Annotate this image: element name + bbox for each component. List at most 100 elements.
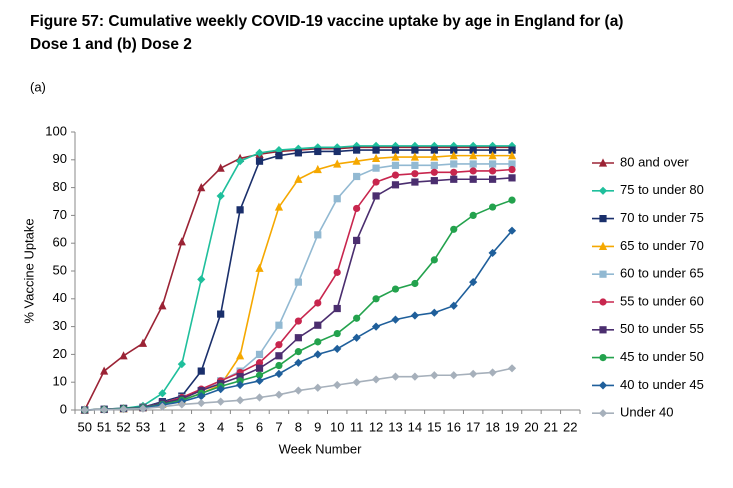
marker [488, 141, 497, 150]
x-tick-label: 53 [136, 419, 150, 434]
y-tick-label: 20 [53, 346, 67, 361]
marker [507, 364, 517, 373]
x-tick-label: 1 [159, 419, 166, 434]
x-tick-label: 14 [408, 419, 422, 434]
marker [313, 350, 322, 359]
legend-label: 55 to under 60 [620, 293, 704, 308]
marker [430, 152, 439, 161]
series-line [84, 168, 513, 411]
x-tick-label: 18 [485, 419, 499, 434]
marker [488, 167, 497, 175]
marker [197, 275, 206, 284]
y-axis-label: % Vaccine Uptake [21, 218, 36, 323]
marker [294, 149, 302, 157]
marker [410, 372, 420, 381]
marker [391, 285, 400, 293]
x-tick-label: 20 [524, 419, 538, 434]
legend-label: 65 to under 70 [620, 238, 704, 253]
marker [488, 248, 497, 258]
marker [450, 160, 458, 168]
y-tick-label: 80 [53, 179, 67, 194]
marker [507, 151, 517, 160]
marker [255, 157, 264, 165]
marker [333, 329, 341, 338]
y-tick-label: 10 [53, 374, 67, 389]
marker [372, 178, 380, 186]
x-tick-label: 10 [330, 419, 344, 434]
marker [391, 171, 400, 179]
marker [255, 376, 264, 385]
marker [469, 211, 477, 219]
x-tick-label: 13 [388, 419, 402, 434]
x-tick-label: 7 [275, 419, 282, 434]
x-tick-label: 12 [369, 419, 383, 434]
y-tick-label: 50 [53, 262, 67, 277]
legend-label: Under 40 [620, 405, 673, 420]
marker [255, 263, 264, 272]
marker [314, 299, 322, 307]
marker [313, 383, 322, 392]
marker [274, 369, 284, 378]
marker [80, 405, 89, 415]
marker [598, 158, 608, 167]
marker [197, 392, 206, 401]
marker [353, 146, 361, 154]
marker [275, 321, 283, 329]
marker [216, 397, 225, 406]
marker [333, 195, 341, 203]
marker [430, 308, 439, 317]
x-tick-label: 8 [295, 419, 302, 434]
marker [274, 390, 284, 399]
marker [333, 380, 342, 390]
x-tick-label: 17 [466, 419, 480, 434]
marker [450, 146, 458, 154]
marker [294, 386, 303, 395]
marker [508, 174, 516, 182]
marker [177, 360, 186, 369]
marker [235, 157, 245, 166]
y-tick-label: 30 [53, 318, 67, 333]
x-tick-label: 6 [256, 419, 263, 434]
marker [255, 371, 264, 379]
marker [255, 148, 264, 157]
x-tick-label: 4 [217, 419, 224, 434]
marker [430, 177, 438, 185]
marker [294, 174, 303, 183]
marker [177, 237, 186, 246]
marker [333, 268, 341, 276]
marker [411, 161, 419, 169]
marker [599, 326, 607, 334]
marker [217, 310, 225, 318]
legend-label: 40 to under 45 [620, 377, 704, 392]
marker [313, 164, 322, 174]
marker [449, 301, 458, 310]
marker [138, 338, 148, 347]
marker [158, 389, 167, 398]
marker [508, 165, 516, 174]
marker [411, 146, 419, 154]
marker [235, 396, 245, 405]
marker [469, 175, 477, 183]
panel-label: (a) [30, 79, 46, 94]
marker [352, 333, 361, 342]
marker [430, 161, 438, 169]
marker [371, 322, 381, 331]
marker [411, 170, 419, 178]
x-tick-label: 2 [178, 419, 185, 434]
marker [411, 279, 419, 288]
marker [430, 256, 438, 264]
marker [469, 167, 477, 175]
series-line [84, 145, 513, 411]
marker [410, 141, 420, 150]
marker [430, 371, 439, 380]
marker [391, 152, 400, 161]
marker [507, 226, 517, 235]
y-tick-label: 70 [53, 207, 67, 222]
marker [371, 375, 381, 384]
marker [236, 206, 244, 214]
marker [235, 380, 245, 390]
marker [391, 372, 400, 381]
marker [488, 175, 497, 183]
marker [333, 147, 341, 156]
marker [371, 153, 381, 163]
